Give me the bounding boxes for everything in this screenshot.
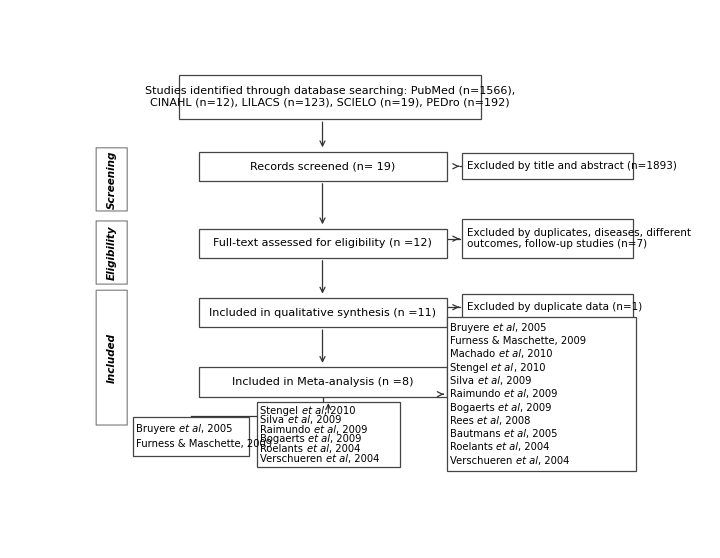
FancyBboxPatch shape bbox=[96, 290, 127, 425]
Text: et al: et al bbox=[308, 435, 330, 445]
Text: Bogaerts: Bogaerts bbox=[261, 435, 308, 445]
FancyBboxPatch shape bbox=[446, 317, 636, 471]
Text: , 2009: , 2009 bbox=[500, 376, 531, 386]
Text: Bautmans: Bautmans bbox=[451, 429, 504, 439]
Text: Rees: Rees bbox=[451, 416, 477, 426]
Text: Bogaerts: Bogaerts bbox=[451, 402, 498, 412]
Text: Excluded by title and abstract (n=1893): Excluded by title and abstract (n=1893) bbox=[467, 161, 677, 171]
Text: , 2009: , 2009 bbox=[521, 402, 552, 412]
Text: Excluded by duplicates, diseases, different
outcomes, follow-up studies (n=7): Excluded by duplicates, diseases, differ… bbox=[467, 228, 690, 249]
Text: et al: et al bbox=[314, 425, 336, 435]
Text: Included in Meta-analysis (n =8): Included in Meta-analysis (n =8) bbox=[232, 377, 413, 387]
Text: , 2008: , 2008 bbox=[500, 416, 531, 426]
Text: Stengel: Stengel bbox=[261, 406, 302, 416]
Text: et al: et al bbox=[477, 376, 500, 386]
Text: , 2004: , 2004 bbox=[328, 444, 360, 454]
Text: et al: et al bbox=[497, 442, 518, 453]
FancyBboxPatch shape bbox=[256, 402, 400, 468]
Text: Included: Included bbox=[107, 333, 117, 383]
Text: Studies identified through database searching: PubMed (n=1566),
CINAHL (n=12), L: Studies identified through database sear… bbox=[145, 86, 516, 108]
Text: et al: et al bbox=[516, 456, 538, 466]
Text: , 2004: , 2004 bbox=[538, 456, 570, 466]
Text: Bruyere: Bruyere bbox=[137, 424, 179, 434]
FancyBboxPatch shape bbox=[96, 148, 127, 211]
Text: et al: et al bbox=[326, 454, 348, 464]
FancyBboxPatch shape bbox=[132, 417, 249, 456]
Text: , 2010: , 2010 bbox=[513, 363, 545, 373]
Text: Verschueren: Verschueren bbox=[451, 456, 516, 466]
Text: et al: et al bbox=[498, 402, 521, 412]
Text: , 2009: , 2009 bbox=[310, 415, 341, 425]
Text: et al: et al bbox=[307, 444, 328, 454]
Text: Eligibility: Eligibility bbox=[107, 225, 117, 280]
Text: , 2004: , 2004 bbox=[348, 454, 379, 464]
Text: et al: et al bbox=[287, 415, 310, 425]
Text: , 2009: , 2009 bbox=[336, 425, 367, 435]
FancyBboxPatch shape bbox=[199, 367, 446, 397]
Text: et al: et al bbox=[504, 389, 526, 399]
Text: Silva: Silva bbox=[261, 415, 287, 425]
Text: , 2005: , 2005 bbox=[515, 323, 546, 333]
Text: Screening: Screening bbox=[107, 150, 117, 209]
FancyBboxPatch shape bbox=[462, 294, 632, 320]
Text: , 2010: , 2010 bbox=[323, 406, 355, 416]
FancyBboxPatch shape bbox=[96, 221, 127, 284]
Text: Furness & Maschette, 2009: Furness & Maschette, 2009 bbox=[451, 336, 587, 346]
Text: Bruyere: Bruyere bbox=[451, 323, 493, 333]
FancyBboxPatch shape bbox=[462, 153, 632, 179]
Text: et al: et al bbox=[499, 349, 521, 359]
Text: et al: et al bbox=[493, 323, 515, 333]
Text: Raimundo: Raimundo bbox=[261, 425, 314, 435]
Text: , 2005: , 2005 bbox=[526, 429, 557, 439]
Text: , 2009: , 2009 bbox=[526, 389, 557, 399]
Text: , 2004: , 2004 bbox=[518, 442, 550, 453]
FancyBboxPatch shape bbox=[462, 219, 632, 258]
Text: , 2009: , 2009 bbox=[330, 435, 362, 445]
Text: et al: et al bbox=[302, 406, 323, 416]
FancyBboxPatch shape bbox=[199, 229, 446, 258]
Text: Silva: Silva bbox=[451, 376, 477, 386]
Text: Verschueren: Verschueren bbox=[261, 454, 326, 464]
Text: Raimundo: Raimundo bbox=[451, 389, 504, 399]
Text: et al: et al bbox=[477, 416, 500, 426]
Text: et al: et al bbox=[492, 363, 513, 373]
FancyBboxPatch shape bbox=[199, 298, 446, 327]
FancyBboxPatch shape bbox=[179, 75, 482, 119]
Text: Roelants: Roelants bbox=[261, 444, 307, 454]
Text: Stengel: Stengel bbox=[451, 363, 492, 373]
FancyBboxPatch shape bbox=[199, 152, 446, 181]
Text: Furness & Maschette, 2009: Furness & Maschette, 2009 bbox=[137, 439, 273, 449]
Text: , 2005: , 2005 bbox=[201, 424, 233, 434]
Text: Excluded by duplicate data (n=1): Excluded by duplicate data (n=1) bbox=[467, 302, 642, 312]
Text: et al: et al bbox=[179, 424, 201, 434]
Text: Machado: Machado bbox=[451, 349, 499, 359]
Text: Full-text assessed for eligibility (n =12): Full-text assessed for eligibility (n =1… bbox=[213, 238, 432, 248]
Text: , 2010: , 2010 bbox=[521, 349, 552, 359]
Text: Included in qualitative synthesis (n =11): Included in qualitative synthesis (n =11… bbox=[209, 307, 436, 318]
Text: Roelants: Roelants bbox=[451, 442, 497, 453]
Text: et al: et al bbox=[504, 429, 526, 439]
Text: Records screened (n= 19): Records screened (n= 19) bbox=[250, 161, 395, 171]
